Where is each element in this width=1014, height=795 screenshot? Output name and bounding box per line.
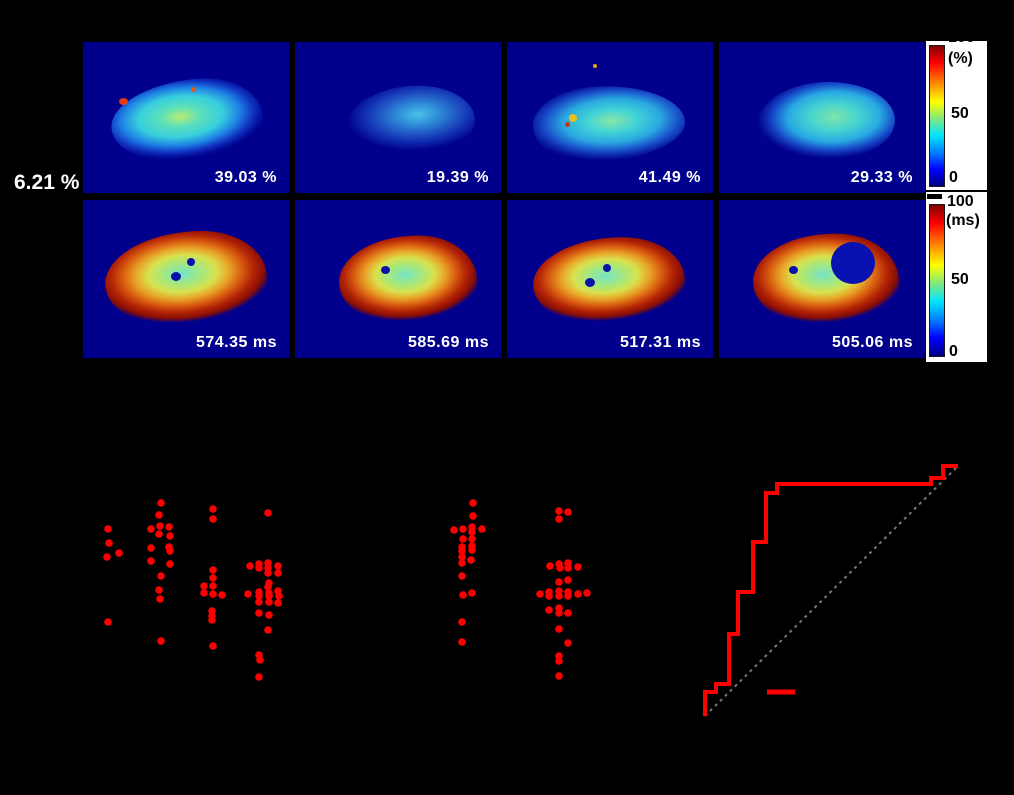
percent-map-panel-3: 41.49 %: [507, 42, 713, 193]
colorbar-percent-tick-top: 100: [948, 29, 975, 46]
liver-map-blob: [530, 232, 688, 330]
panel-value-label: 574.35 ms: [195, 334, 277, 351]
dot-plot-left: [103, 499, 283, 681]
liver-map-blob: [531, 82, 687, 166]
percent-map-panel-1: 39.03 %: [83, 42, 289, 193]
liver-map-blob: [336, 232, 480, 328]
percent-map-panel-2: 19.39 %: [295, 42, 501, 193]
ms-map-panel-4: 505.06 ms: [719, 200, 925, 358]
left-value-annotation: 6.21 %: [14, 171, 80, 194]
dark-spot: [585, 278, 595, 287]
dark-spot: [789, 266, 798, 274]
colorbar-percent-gradient: [929, 45, 945, 187]
hotspot: [565, 122, 570, 127]
panel-value-label: 19.39 %: [426, 169, 489, 186]
dot-plot-middle: [450, 499, 591, 680]
ms-map-panel-3: 517.31 ms: [507, 200, 713, 358]
panel-value-label: 41.49 %: [638, 169, 701, 186]
dark-spot: [171, 272, 181, 281]
panel-value-label: 29.33 %: [850, 169, 913, 186]
hotspot: [593, 64, 597, 68]
colorbar-percent-tick-mid: 50: [951, 105, 969, 122]
colorbar-ms-unit: (ms): [946, 212, 980, 229]
dark-spot: [603, 264, 611, 272]
dark-spot: [831, 242, 875, 284]
liver-map-blob: [751, 231, 901, 329]
colorbar-percent-tick-bottom: 0: [949, 169, 958, 186]
panel-value-label: 505.06 ms: [831, 334, 913, 351]
colorbar-ms-top-tick: [927, 194, 942, 199]
hotspot: [191, 87, 196, 92]
roc-step-line: [703, 464, 958, 716]
percent-map-panel-4: 29.33 %: [719, 42, 925, 193]
colorbar-percent-unit: (%): [948, 50, 973, 67]
hotspot: [569, 114, 577, 122]
colorbar-ms-tick-bottom: 0: [949, 343, 958, 360]
liver-map-blob: [101, 225, 271, 333]
panel-value-label: 517.31 ms: [619, 334, 701, 351]
colorbar-ms-tick-top: 100: [947, 193, 974, 210]
roc-curve: [703, 464, 959, 717]
liver-map-blob: [107, 72, 267, 168]
ms-map-panel-2: 585.69 ms: [295, 200, 501, 358]
panel-value-label: 39.03 %: [214, 169, 277, 186]
liver-map-blob: [755, 79, 897, 165]
panel-value-label: 585.69 ms: [407, 334, 489, 351]
hotspot: [119, 98, 128, 105]
roc-reference-diagonal: [704, 465, 959, 717]
colorbar-ms-tick-mid: 50: [951, 271, 969, 288]
dark-spot: [381, 266, 390, 274]
colorbar-ms-gradient: [929, 204, 945, 357]
dark-spot: [187, 258, 195, 266]
ms-map-panel-1: 574.35 ms: [83, 200, 289, 358]
liver-map-blob: [344, 81, 478, 163]
